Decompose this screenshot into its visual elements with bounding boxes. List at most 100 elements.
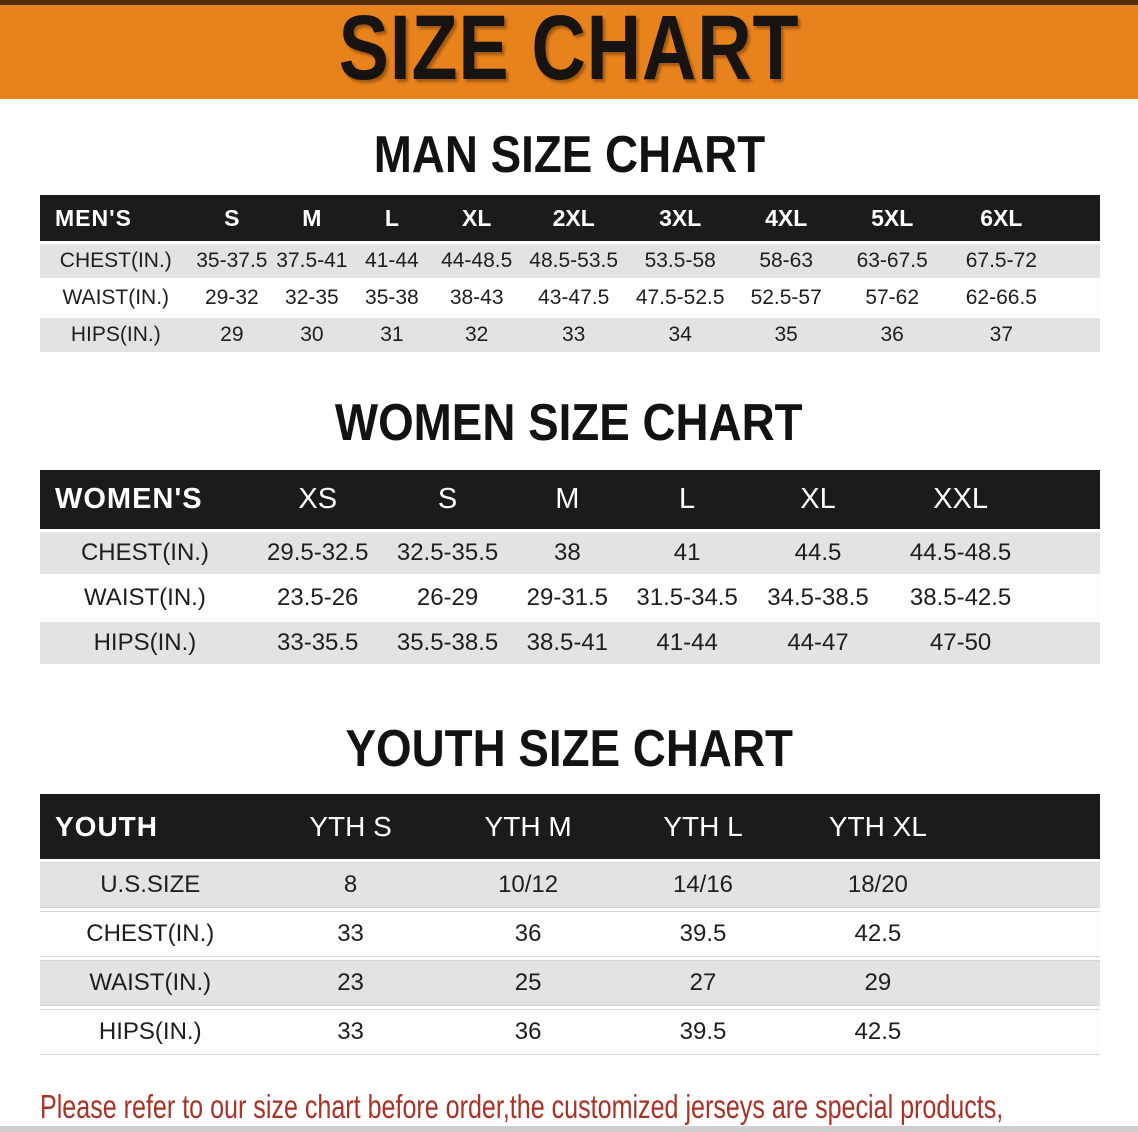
value-cell: 35.5-38.5 xyxy=(385,622,510,664)
value-cell: 18/20 xyxy=(790,862,966,908)
value-cell: 44-48.5 xyxy=(432,244,522,278)
value-cell: 47.5-52.5 xyxy=(626,281,735,315)
value-cell: 33-35.5 xyxy=(249,622,386,664)
value-cell: 39.5 xyxy=(615,911,791,957)
table-row: HIPS(IN.) 29 30 31 32 33 34 35 36 37 xyxy=(40,318,1100,352)
youth-size-table: YOUTH YTH S YTH M YTH L YTH XL U.S.SIZE 8 10/1… xyxy=(40,791,1100,1058)
value-cell: 25 xyxy=(440,960,616,1006)
value-cell: 44.5 xyxy=(749,532,887,574)
size-column-header: M xyxy=(509,470,626,529)
size-column-header: M xyxy=(272,195,352,241)
size-column-header: S xyxy=(191,195,273,241)
spacer-cell xyxy=(965,794,1100,859)
value-cell: 57-62 xyxy=(838,281,947,315)
value-cell: 31.5-34.5 xyxy=(625,577,750,619)
size-column-header: 2XL xyxy=(521,195,627,241)
value-cell: 37 xyxy=(946,318,1057,352)
value-cell: 36 xyxy=(440,1009,616,1055)
size-column-header: XL xyxy=(432,195,522,241)
value-cell: 63-67.5 xyxy=(838,244,947,278)
spacer-cell xyxy=(965,862,1100,908)
banner: SIZE CHART xyxy=(0,0,1138,99)
spacer-cell xyxy=(1056,281,1100,315)
size-column-header: L xyxy=(625,470,750,529)
value-cell: 38.5-41 xyxy=(509,622,626,664)
spacer-cell xyxy=(1034,622,1100,664)
spacer-cell xyxy=(1056,195,1100,241)
table-row: WAIST(IN.) 29-32 32-35 35-38 38-43 43-47.5 47.… xyxy=(40,281,1100,315)
value-cell: 8 xyxy=(260,862,441,908)
spacer-cell xyxy=(1034,532,1100,574)
table-title: WOMEN'S xyxy=(40,470,250,529)
table-row: WAIST(IN.) 23.5-26 26-29 29-31.5 31.5-34.5 34… xyxy=(40,577,1100,619)
size-column-header: XL xyxy=(749,470,887,529)
size-column-header: L xyxy=(351,195,433,241)
value-cell: 33 xyxy=(521,318,627,352)
value-cell: 53.5-58 xyxy=(626,244,735,278)
value-cell: 29 xyxy=(191,318,273,352)
youth-section-heading: YOUTH SIZE CHART xyxy=(0,719,1138,778)
value-cell: 14/16 xyxy=(615,862,791,908)
row-label: HIPS(IN.) xyxy=(40,622,250,664)
value-cell: 41 xyxy=(625,532,750,574)
value-cell: 35 xyxy=(734,318,839,352)
value-cell: 38-43 xyxy=(432,281,522,315)
table-row: HIPS(IN.) 33 36 39.5 42.5 xyxy=(40,1009,1100,1055)
row-label: CHEST(IN.) xyxy=(40,244,192,278)
row-label: WAIST(IN.) xyxy=(40,281,192,315)
value-cell: 29.5-32.5 xyxy=(249,532,386,574)
table-row: CHEST(IN.) 35-37.5 37.5-41 41-44 44-48.5 48.5… xyxy=(40,244,1100,278)
value-cell: 35-37.5 xyxy=(191,244,273,278)
row-label: HIPS(IN.) xyxy=(40,318,192,352)
size-column-header: YTH S xyxy=(260,794,441,859)
value-cell: 26-29 xyxy=(385,577,510,619)
value-cell: 48.5-53.5 xyxy=(521,244,627,278)
value-cell: 32.5-35.5 xyxy=(385,532,510,574)
value-cell: 37.5-41 xyxy=(272,244,352,278)
size-column-header: XS xyxy=(249,470,386,529)
men-section-heading: MAN SIZE CHART xyxy=(0,125,1138,184)
men-size-table: MEN'S S M L XL 2XL 3XL 4XL 5XL 6XL CHEST(IN.) 35-3… xyxy=(40,192,1100,355)
value-cell: 30 xyxy=(272,318,352,352)
value-cell: 32 xyxy=(432,318,522,352)
value-cell: 33 xyxy=(260,911,441,957)
value-cell: 38 xyxy=(509,532,626,574)
value-cell: 62-66.5 xyxy=(946,281,1057,315)
spacer-cell xyxy=(1056,318,1100,352)
table-row: CHEST(IN.) 33 36 39.5 42.5 xyxy=(40,911,1100,957)
value-cell: 34 xyxy=(626,318,735,352)
value-cell: 41-44 xyxy=(625,622,750,664)
header-row: WOMEN'S XS S M L XL XXL xyxy=(40,470,1100,529)
youth-section-heading-text: YOUTH SIZE CHART xyxy=(345,720,793,778)
value-cell: 33 xyxy=(260,1009,441,1055)
spacer-cell xyxy=(965,960,1100,1006)
value-cell: 67.5-72 xyxy=(946,244,1057,278)
value-cell: 38.5-42.5 xyxy=(886,577,1035,619)
value-cell: 42.5 xyxy=(790,911,966,957)
row-label: HIPS(IN.) xyxy=(40,1009,261,1055)
row-label: CHEST(IN.) xyxy=(40,532,250,574)
value-cell: 29-31.5 xyxy=(509,577,626,619)
disclaimer: Please refer to our size chart before or… xyxy=(40,1082,1138,1132)
banner-title: SIZE CHART xyxy=(338,0,800,99)
men-section-heading-text: MAN SIZE CHART xyxy=(373,126,765,184)
value-cell: 44.5-48.5 xyxy=(886,532,1035,574)
disclaimer-line-1: Please refer to our size chart before or… xyxy=(40,1088,1004,1125)
value-cell: 36 xyxy=(838,318,947,352)
size-column-header: XXL xyxy=(886,470,1035,529)
value-cell: 44-47 xyxy=(749,622,887,664)
value-cell: 36 xyxy=(440,911,616,957)
row-label: WAIST(IN.) xyxy=(40,960,261,1006)
size-column-header: 5XL xyxy=(838,195,947,241)
value-cell: 35-38 xyxy=(351,281,433,315)
value-cell: 29-32 xyxy=(191,281,273,315)
women-section-heading: WOMEN SIZE CHART xyxy=(0,393,1138,452)
bottom-edge-strip xyxy=(0,1126,1138,1132)
value-cell: 27 xyxy=(615,960,791,1006)
value-cell: 34.5-38.5 xyxy=(749,577,887,619)
header-row: MEN'S S M L XL 2XL 3XL 4XL 5XL 6XL xyxy=(40,195,1100,241)
value-cell: 47-50 xyxy=(886,622,1035,664)
value-cell: 10/12 xyxy=(440,862,616,908)
value-cell: 58-63 xyxy=(734,244,839,278)
size-column-header: 3XL xyxy=(626,195,735,241)
